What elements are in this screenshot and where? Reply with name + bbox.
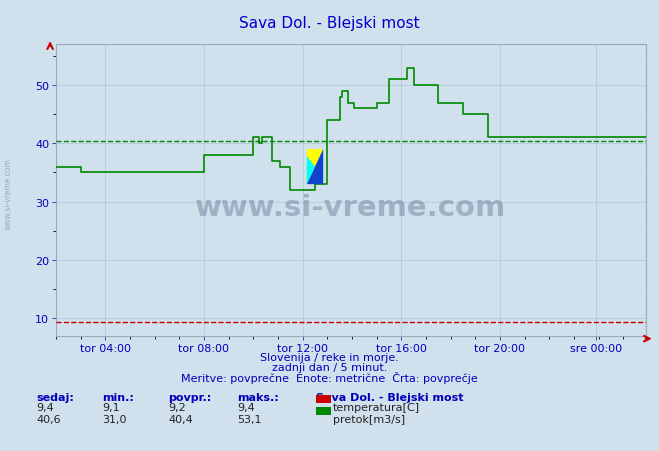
- Text: 40,6: 40,6: [36, 414, 61, 424]
- Text: Meritve: povprečne  Enote: metrične  Črta: povprečje: Meritve: povprečne Enote: metrične Črta:…: [181, 371, 478, 383]
- Text: Slovenija / reke in morje.: Slovenija / reke in morje.: [260, 353, 399, 363]
- Text: www.si-vreme.com: www.si-vreme.com: [3, 158, 13, 230]
- Text: min.:: min.:: [102, 392, 134, 402]
- Polygon shape: [306, 150, 323, 185]
- Text: maks.:: maks.:: [237, 392, 279, 402]
- Polygon shape: [306, 150, 323, 185]
- Text: povpr.:: povpr.:: [168, 392, 212, 402]
- Text: zadnji dan / 5 minut.: zadnji dan / 5 minut.: [272, 362, 387, 372]
- Polygon shape: [306, 157, 315, 185]
- Text: 9,4: 9,4: [237, 402, 255, 412]
- Text: pretok[m3/s]: pretok[m3/s]: [333, 414, 405, 424]
- Text: 40,4: 40,4: [168, 414, 193, 424]
- Text: 53,1: 53,1: [237, 414, 262, 424]
- Text: Sava Dol. - Blejski most: Sava Dol. - Blejski most: [239, 16, 420, 31]
- Text: 31,0: 31,0: [102, 414, 127, 424]
- Text: 9,1: 9,1: [102, 402, 120, 412]
- Text: temperatura[C]: temperatura[C]: [333, 402, 420, 412]
- Text: 9,2: 9,2: [168, 402, 186, 412]
- Text: 9,4: 9,4: [36, 402, 54, 412]
- Text: www.si-vreme.com: www.si-vreme.com: [195, 194, 507, 222]
- Text: sedaj:: sedaj:: [36, 392, 74, 402]
- Text: Sava Dol. - Blejski most: Sava Dol. - Blejski most: [316, 392, 464, 402]
